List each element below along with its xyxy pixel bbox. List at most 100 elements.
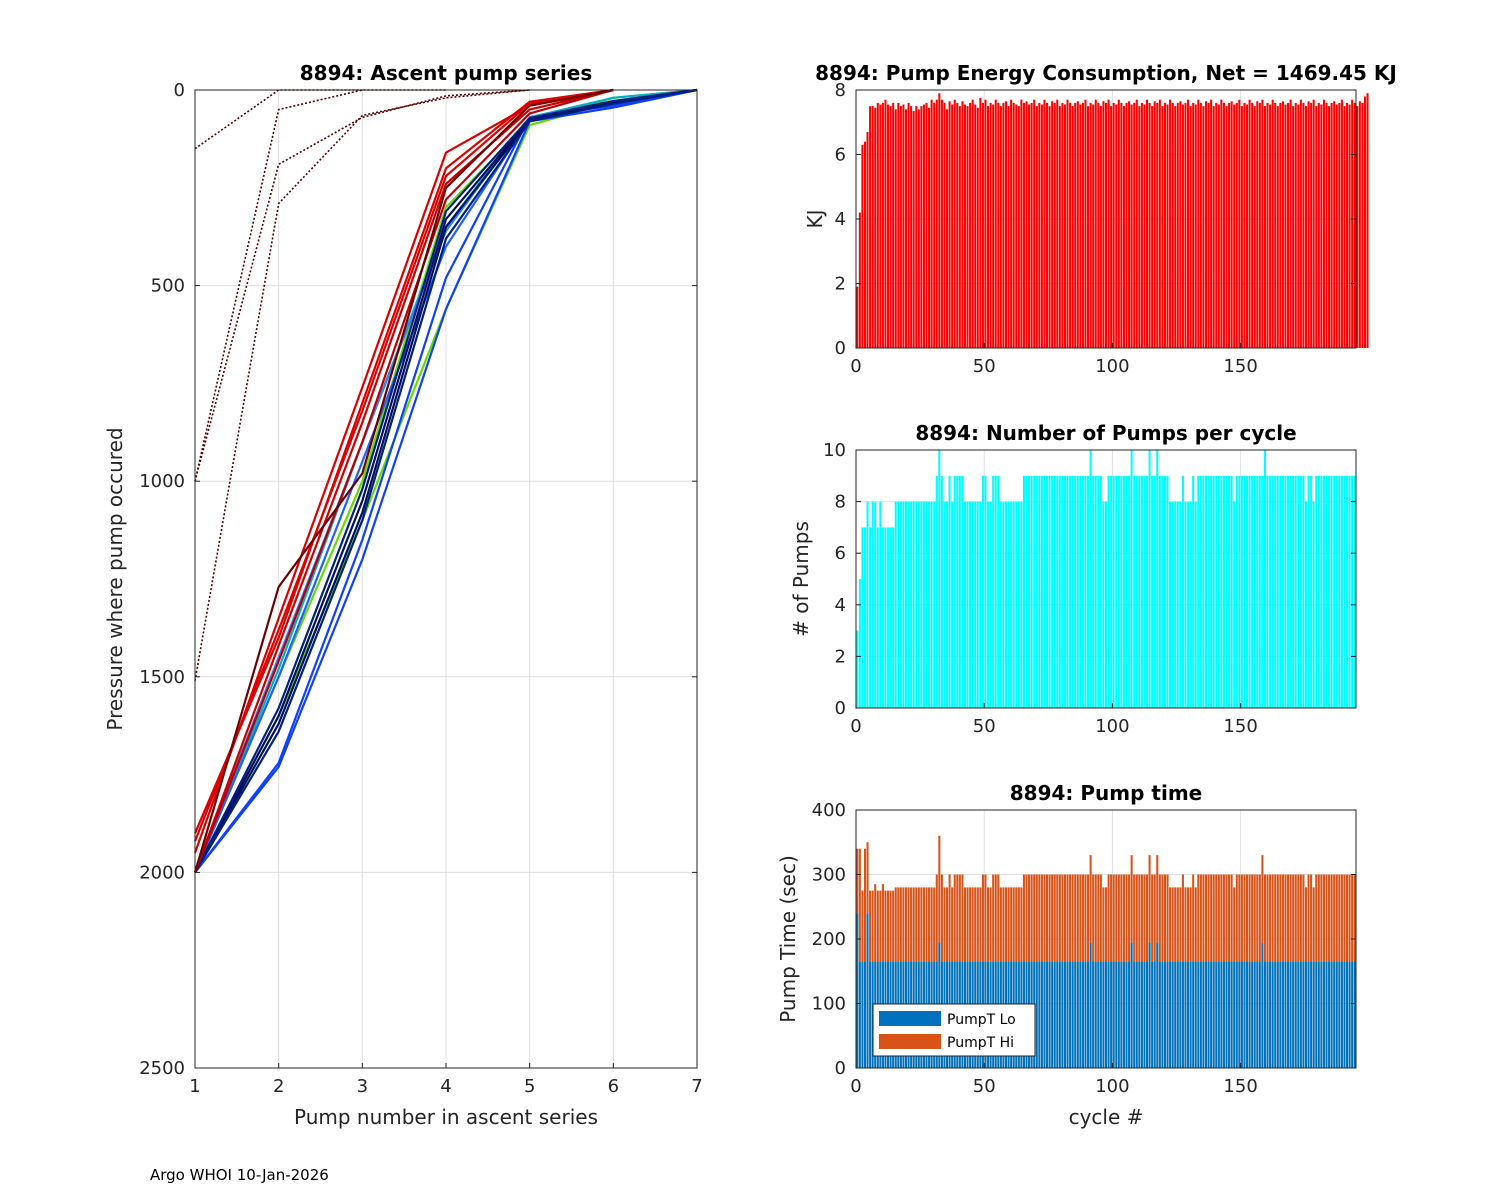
- pumptime-lo-bar: [1076, 961, 1079, 1068]
- pumptime-legend: PumpT Lo PumpT Hi: [872, 1003, 1036, 1057]
- pumptime-hi-bar: [997, 874, 1000, 962]
- pumptime-hi-bar: [1058, 874, 1061, 962]
- pumptime-lo-bar: [1304, 961, 1308, 1068]
- energy-bar: [1315, 106, 1318, 348]
- npumps-bar: [1199, 475, 1202, 708]
- npumps-bar: [1156, 450, 1159, 708]
- pumptime-lo-bar: [1169, 961, 1172, 1068]
- npumps-bar: [1104, 501, 1108, 708]
- ascent-series-line: [194, 88, 698, 873]
- npumps-bar: [1161, 475, 1164, 708]
- x-tick-label: 100: [1095, 1076, 1129, 1097]
- pumptime-lo-bar: [1233, 961, 1236, 1068]
- npumps-bar: [1053, 475, 1056, 708]
- pumptime-hi-bar: [1079, 874, 1082, 962]
- pumptime-lo-bar: [1084, 961, 1087, 1068]
- pumptime-lo-bar: [1258, 961, 1261, 1068]
- energy-bar: [889, 106, 892, 348]
- pumptime-hi-bar: [1120, 874, 1123, 962]
- pumptime-hi-bar: [1230, 874, 1233, 962]
- pumptime-lo-bar: [1299, 961, 1302, 1068]
- pumptime-hi-bar: [1171, 887, 1174, 962]
- pumptime-lo-bar: [1092, 961, 1095, 1068]
- pumptime-lo-bar: [1202, 961, 1205, 1068]
- pumptime-hi-bar: [1207, 874, 1210, 962]
- pumptime-hi-bar: [1056, 874, 1059, 962]
- npumps-bar: [1187, 501, 1190, 708]
- pumptime-hi-bar: [969, 887, 972, 962]
- pumptime-lo-bar: [1187, 961, 1190, 1068]
- pumptime-hi-bar: [1276, 874, 1279, 962]
- pumptime-hi-bar: [1310, 874, 1313, 962]
- pumptime-lo-bar: [1253, 961, 1256, 1068]
- pumptime-lo-bar: [1207, 961, 1210, 1068]
- pumptime-lo-bar: [1194, 961, 1197, 1068]
- npumps-bar: [1076, 475, 1079, 708]
- npumps-bar: [1112, 475, 1115, 708]
- pumptime-hi-bar: [1099, 874, 1102, 962]
- ascent-series-line: [194, 88, 698, 873]
- pumptime-lo-bar: [1310, 961, 1313, 1068]
- pumptime-hi-bar: [1104, 887, 1108, 962]
- energy-bar: [917, 109, 920, 348]
- npumps-bar: [984, 475, 987, 708]
- pumptime-lo-bar: [1079, 961, 1082, 1068]
- pumptime-hi-bar: [894, 887, 897, 962]
- pumptime-hi-bar: [987, 887, 990, 962]
- pumptime-hi-bar: [1256, 874, 1259, 962]
- energy-bar: [1069, 102, 1072, 349]
- energy-bar: [1081, 102, 1084, 349]
- npumps-bar: [951, 501, 954, 708]
- pumptime-hi-bar: [1156, 855, 1159, 943]
- pumptime-hi-bar: [1076, 874, 1079, 962]
- pumptime-hi-bar: [946, 887, 949, 962]
- energy-bar: [963, 104, 966, 348]
- energy-bar: [1146, 99, 1149, 348]
- x-tick-label: 5: [524, 1076, 535, 1097]
- npumps-bar: [1348, 475, 1351, 708]
- npumps-bar: [1281, 475, 1284, 708]
- npumps-bar: [1212, 475, 1215, 708]
- npumps-bar: [1307, 475, 1310, 708]
- energy-bar: [902, 104, 905, 348]
- npumps-bar: [1087, 475, 1090, 708]
- npumps-bar: [874, 501, 877, 708]
- npumps-bar: [1081, 475, 1084, 708]
- npumps-bar: [1135, 475, 1138, 708]
- pumptime-lo-bar: [1104, 961, 1108, 1068]
- energy-bar: [1015, 104, 1018, 348]
- npumps-bar: [1151, 475, 1154, 708]
- energy-bar: [899, 106, 902, 348]
- energy-bar: [1097, 102, 1100, 349]
- npumps-bar: [1089, 450, 1092, 708]
- pumptime-lo-bar: [1353, 961, 1356, 1068]
- pumptime-lo-bar: [1276, 961, 1279, 1068]
- pumptime-hi-bar: [1038, 874, 1041, 962]
- pumptime-lo-bar: [1130, 942, 1133, 1068]
- npumps-bar: [858, 579, 861, 708]
- npumps-bar: [1253, 475, 1256, 708]
- npumps-bar: [1058, 475, 1061, 708]
- energy-bar: [969, 102, 972, 349]
- energy-bar: [1325, 102, 1328, 349]
- npumps-bar: [1310, 475, 1313, 708]
- pumptime-hi-bar: [884, 890, 887, 962]
- x-tick-label: 100: [1095, 716, 1129, 737]
- npumps-bar: [1235, 475, 1238, 708]
- pumptime-hi-bar: [1020, 887, 1023, 962]
- pumptime-lo-bar: [1058, 961, 1061, 1068]
- npumps-bar: [1215, 475, 1218, 708]
- ascent-plot: 1 2 3 4 5 6 7 0 500 1000 1500 2000 2500 8894: Ascent…: [103, 61, 703, 1129]
- npumps-bar: [1120, 475, 1123, 708]
- pumptime-lo-bar: [1263, 961, 1266, 1068]
- energy-bar: [1253, 106, 1256, 348]
- pumptime-lo-bar: [1099, 961, 1102, 1068]
- pumptime-lo-bar: [1166, 961, 1169, 1068]
- pumptime-hi-bar: [920, 887, 923, 962]
- x-tick-label: 3: [357, 1076, 368, 1097]
- npumps-bar: [1343, 475, 1346, 708]
- pumptime-hi-bar: [912, 887, 915, 962]
- npumps-bar: [1169, 501, 1172, 708]
- energy-bar: [1046, 102, 1049, 349]
- energy-bar: [1017, 106, 1020, 348]
